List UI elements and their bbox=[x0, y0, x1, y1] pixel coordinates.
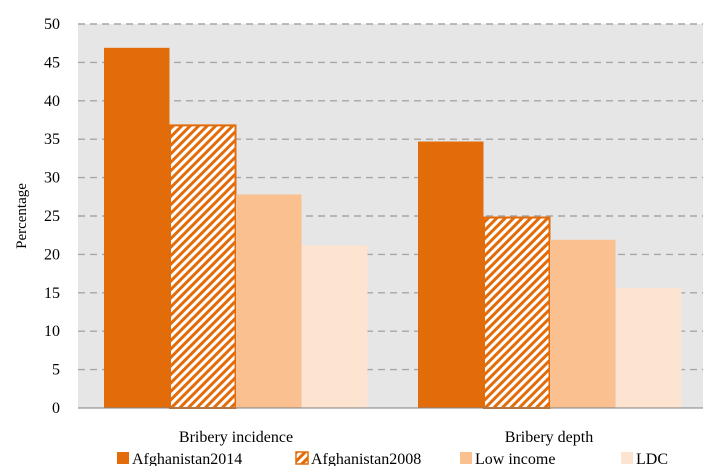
legend: Afghanistan2014 Afghanistan2008 Low income… bbox=[117, 451, 668, 466]
legend-label: LDC bbox=[636, 451, 668, 466]
legend-item: Low income bbox=[460, 451, 555, 466]
y-tick-label: 40 bbox=[44, 93, 60, 110]
y-tick-label: 45 bbox=[44, 54, 60, 71]
category-label: Bribery depth bbox=[505, 429, 593, 446]
legend-swatch bbox=[117, 452, 129, 464]
legend-item: LDC bbox=[621, 451, 668, 466]
y-tick-label: 35 bbox=[44, 131, 60, 148]
y-tick-label: 15 bbox=[44, 285, 60, 302]
legend-item: Afghanistan2008 bbox=[295, 451, 421, 466]
legend-swatch bbox=[621, 452, 633, 464]
bar-afghanistan2014-bribery-incidence bbox=[104, 47, 170, 409]
y-tick-label: 5 bbox=[52, 362, 60, 379]
legend-item: Afghanistan2014 bbox=[117, 451, 242, 466]
legend-label: Low income bbox=[475, 451, 555, 466]
bar-afghanistan2008-bribery-depth bbox=[483, 216, 551, 409]
y-tick-label: 10 bbox=[44, 323, 60, 340]
legend-label: Afghanistan2008 bbox=[311, 451, 421, 466]
bar-afghanistan2014-bribery-depth bbox=[418, 141, 484, 408]
y-axis-label: Percentage bbox=[14, 183, 30, 249]
legend-swatch bbox=[295, 451, 309, 465]
y-tick-label: 30 bbox=[44, 170, 60, 187]
legend-label: Afghanistan2014 bbox=[132, 451, 242, 466]
y-tick-label: 20 bbox=[44, 246, 60, 263]
bar-afghanistan2008-bribery-incidence bbox=[169, 124, 237, 409]
y-tick-label: 25 bbox=[44, 208, 60, 225]
legend-swatch bbox=[460, 452, 472, 464]
y-tick-label: 0 bbox=[52, 400, 60, 417]
bar-ldc-bribery-depth bbox=[616, 288, 682, 408]
category-labels: Bribery incidence Bribery depth bbox=[179, 429, 593, 446]
bar-low-income-bribery-depth bbox=[550, 239, 616, 408]
y-tick-label: 50 bbox=[44, 16, 60, 33]
bars bbox=[104, 47, 682, 409]
y-axis-ticks: 0 5 10 15 20 25 30 35 40 45 50 bbox=[44, 16, 60, 417]
category-label: Bribery incidence bbox=[179, 429, 293, 446]
bar-low-income-bribery-incidence bbox=[236, 194, 302, 408]
bar-ldc-bribery-incidence bbox=[302, 245, 368, 408]
